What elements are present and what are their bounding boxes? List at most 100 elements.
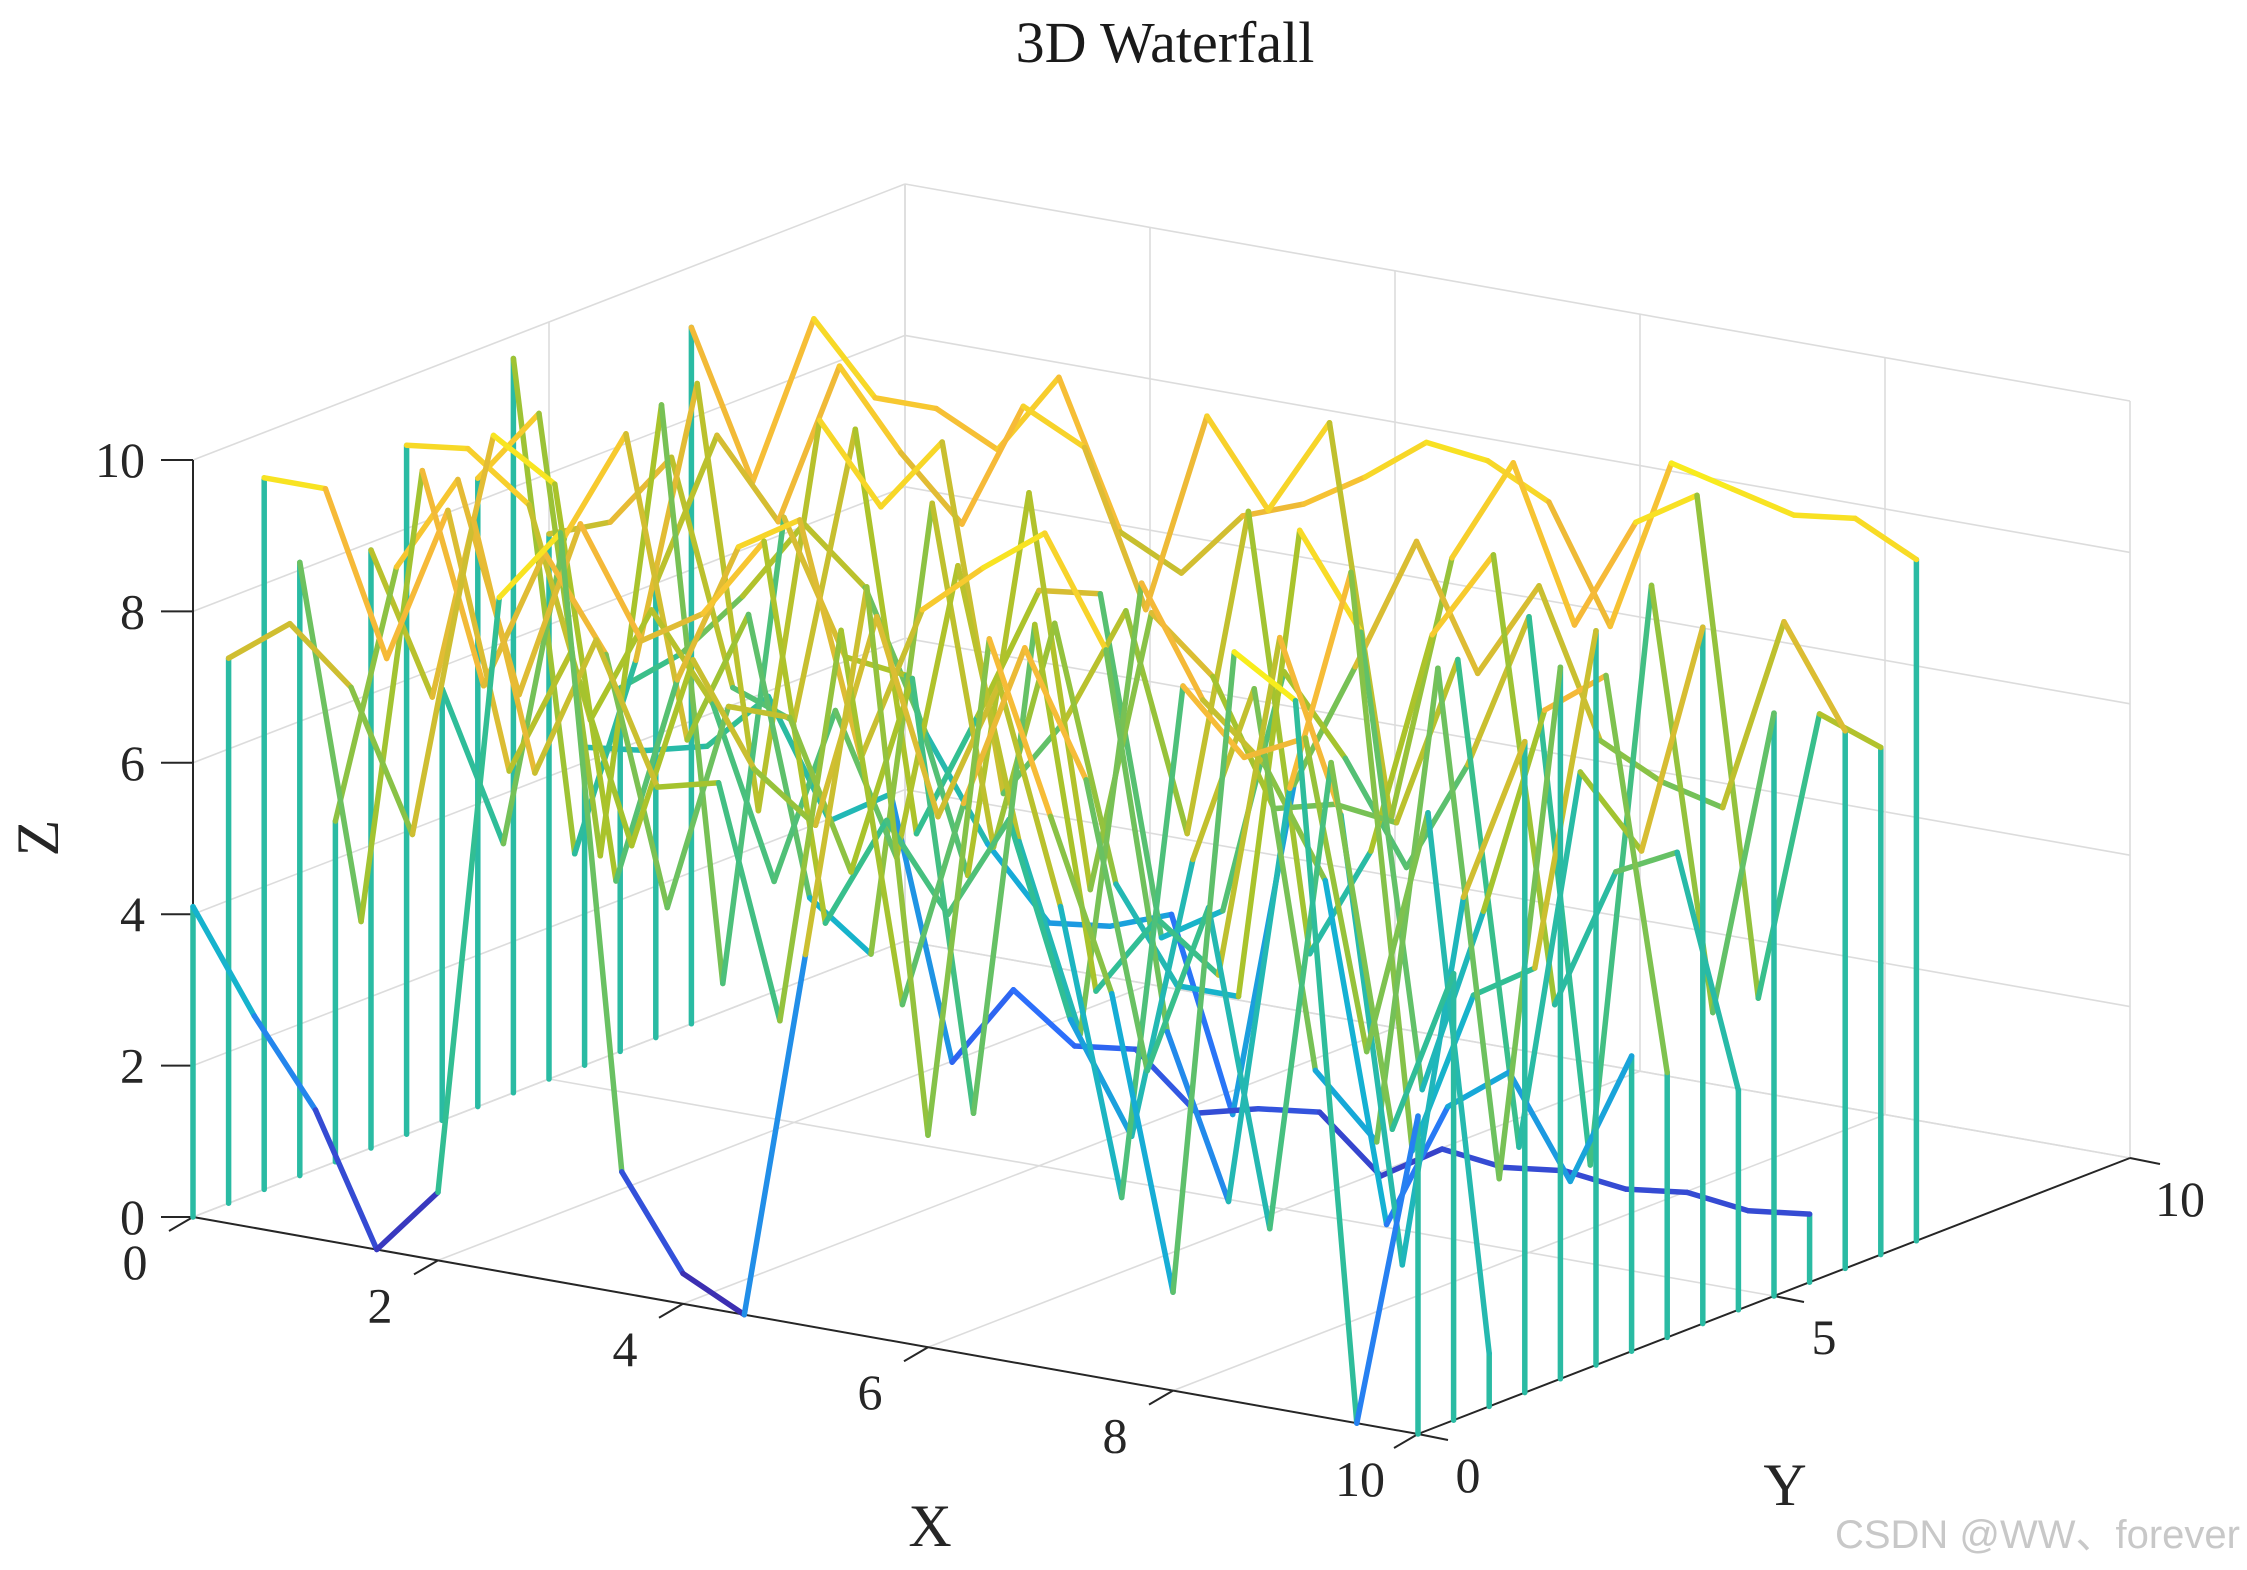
series-segment [1423, 439, 1491, 464]
series-segment [715, 780, 783, 1024]
x-tick-label: 2 [368, 1277, 393, 1333]
series-segment [1036, 587, 1104, 597]
series-segment [872, 395, 940, 412]
series-segment [1292, 697, 1360, 1426]
series-segment [1026, 489, 1094, 893]
grid-line [904, 334, 2131, 554]
series-segment [1326, 419, 1394, 823]
series-segment [1170, 649, 1238, 1295]
series-segment [1322, 877, 1390, 1228]
series-segment [755, 417, 823, 814]
series-line [261, 475, 1492, 1410]
series-segment [470, 517, 538, 776]
x-axis-line [192, 1216, 1419, 1435]
series-segment [925, 636, 993, 1138]
series-segment [603, 651, 671, 911]
series-segment [1363, 809, 1431, 1055]
series-segment [1781, 618, 1848, 734]
series-segment [1128, 856, 1196, 1140]
series-segment [393, 476, 461, 570]
series-segment [1164, 1028, 1232, 1205]
x-tick-mark [413, 1259, 439, 1276]
series-segment [1532, 627, 1599, 971]
series-segment [1302, 735, 1370, 1055]
series-segment [1389, 970, 1457, 1133]
series-segment [445, 507, 512, 774]
series-segment [959, 403, 1027, 527]
series-segment [802, 584, 870, 958]
series-segment [348, 684, 416, 838]
series-segment [1255, 1106, 1323, 1115]
series-segment [1109, 990, 1176, 1295]
series-segment [1267, 759, 1334, 1232]
series-segment [1184, 508, 1252, 837]
series-segment [567, 650, 635, 849]
series-segment [858, 607, 926, 761]
series-segment [1633, 492, 1700, 526]
series-segment [1154, 915, 1222, 978]
series-segment [664, 703, 732, 911]
series-segment [332, 564, 400, 824]
series-segment [1719, 618, 1787, 811]
x-tick-mark [1148, 1389, 1174, 1406]
series-segment [1658, 778, 1726, 811]
series-segment [1265, 419, 1333, 513]
series-segment [1118, 683, 1186, 1201]
z-tick-label: 8 [120, 583, 145, 639]
y-tick-label: 10 [2155, 1171, 2205, 1227]
x-tick-mark [1393, 1433, 1419, 1449]
series-segment [658, 402, 726, 987]
series-segment [751, 766, 819, 829]
axes: 0 2 4 6 8 10 0 5 10 0 2 4 6 8 10 [95, 432, 2205, 1507]
series-segment [1409, 992, 1477, 1154]
series-segment [1241, 735, 1309, 761]
series-segment [1348, 569, 1416, 1154]
series-segment [506, 650, 574, 774]
series-segment [607, 454, 675, 525]
series-segment [1623, 1186, 1690, 1196]
series-segment [1174, 982, 1242, 1000]
z-tick-label: 10 [95, 432, 145, 488]
series-segment [680, 1270, 748, 1318]
series-segment [496, 529, 564, 601]
chart-title: 3D Waterfall [1016, 10, 1315, 75]
series-segment [1010, 987, 1078, 1049]
series-segment [1239, 501, 1307, 519]
series-segment [725, 703, 793, 721]
series-segment [251, 1013, 319, 1113]
series-segment [383, 507, 451, 662]
series-segment [1178, 513, 1246, 576]
series-segment [801, 521, 868, 591]
series-segment [1204, 413, 1272, 513]
series-segment [1460, 738, 1528, 901]
series-segment [1235, 527, 1303, 1000]
series-segment [929, 500, 997, 850]
y-tick-mark [2129, 1157, 2161, 1165]
series-segment [1638, 624, 1706, 854]
series-segment [419, 467, 487, 689]
y-axis-label: Y [1763, 1452, 1806, 1518]
x-tick-label: 0 [123, 1234, 148, 1290]
series-segment [628, 657, 696, 849]
series-segment [1020, 403, 1088, 451]
series-segment [836, 363, 904, 456]
series-segment [935, 680, 1002, 820]
series-segment [684, 611, 752, 743]
series-segment [1674, 849, 1742, 1094]
x-axis-label: X [908, 1493, 951, 1559]
series-segment [1368, 632, 1435, 854]
z-tick-label: 4 [120, 886, 145, 942]
series-segment [1103, 647, 1171, 1035]
z-tick-label: 0 [120, 1189, 145, 1245]
series-segment [552, 481, 619, 884]
series-segment [1180, 683, 1247, 761]
series-segment [1755, 711, 1823, 1001]
series-segment [1354, 1113, 1421, 1426]
series-segment [797, 517, 864, 761]
x-tick-label: 10 [1335, 1451, 1385, 1507]
series-segment [1425, 809, 1492, 1357]
series-segment [1047, 813, 1115, 997]
x-tick-label: 8 [1103, 1408, 1128, 1464]
grid-line [192, 183, 906, 461]
series-segment [1852, 515, 1920, 563]
